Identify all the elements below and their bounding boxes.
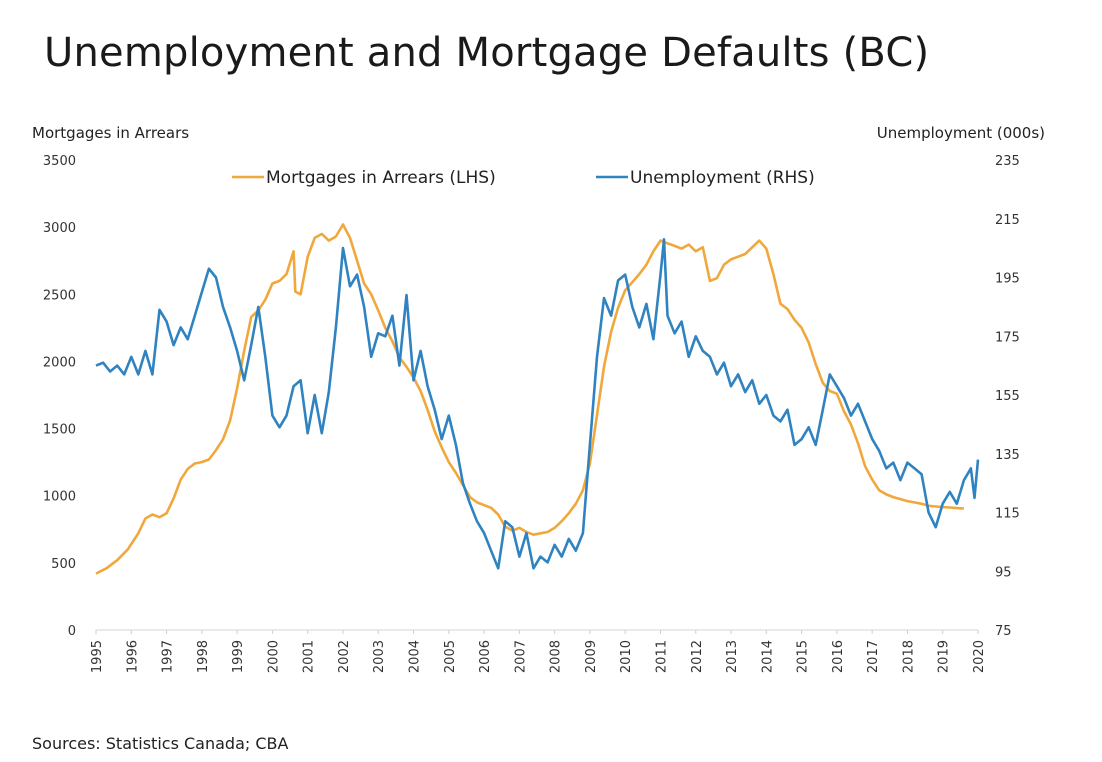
x-tick-label: 2001 — [302, 640, 317, 673]
right-axis-title: Unemployment (000s) — [877, 124, 1045, 142]
right-tick-label: 235 — [995, 154, 1020, 169]
legend-label-mortgages: Mortgages in Arrears (LHS) — [266, 168, 496, 188]
x-tick-label: 2013 — [725, 640, 740, 673]
x-tick-label: 2008 — [549, 640, 564, 673]
left-tick-label: 3500 — [43, 154, 76, 169]
right-axis-ticks: 75 95 115 135 155 175 195 215 235 — [995, 154, 1020, 639]
x-tick-label: 2017 — [866, 640, 881, 673]
left-tick-label: 2500 — [43, 288, 76, 303]
left-tick-label: 2000 — [43, 355, 76, 370]
left-tick-label: 3000 — [43, 221, 76, 236]
x-tick-label: 2007 — [513, 640, 528, 673]
right-tick-label: 115 — [995, 507, 1020, 522]
x-tick-label: 2019 — [937, 640, 952, 673]
x-tick-label: 1999 — [231, 640, 246, 673]
series-layer — [95, 223, 980, 575]
x-tick-label: 1995 — [90, 640, 105, 673]
x-tick-label: 1997 — [161, 640, 176, 673]
x-tick-label: 2004 — [408, 640, 423, 673]
x-tick-label: 1998 — [196, 640, 211, 673]
right-tick-label: 155 — [995, 389, 1020, 404]
series-line-mortgages-in-arrears — [95, 223, 964, 575]
x-tick-label: 2005 — [443, 640, 458, 673]
x-tick-label: 2016 — [831, 640, 846, 673]
x-tick-label: 2009 — [584, 640, 599, 673]
right-tick-label: 75 — [995, 624, 1012, 639]
left-axis-ticks: 0 500 1000 1500 2000 2500 3000 3500 — [43, 154, 76, 639]
right-tick-label: 135 — [995, 448, 1020, 463]
right-tick-label: 215 — [995, 213, 1020, 228]
right-tick-label: 195 — [995, 272, 1020, 287]
x-tick-label: 2003 — [372, 640, 387, 673]
right-tick-label: 95 — [995, 565, 1012, 580]
series-line-unemployment — [95, 238, 980, 570]
left-tick-label: 1000 — [43, 490, 76, 505]
x-tick-label: 2000 — [266, 640, 281, 673]
left-tick-label: 500 — [51, 557, 76, 572]
x-tick-label: 2002 — [337, 640, 352, 673]
x-axis-ticks: 1995 1996 1997 1998 1999 2000 2001 2002 2003 2004… — [90, 630, 987, 673]
x-tick-label: 2018 — [901, 640, 916, 673]
left-axis-title: Mortgages in Arrears — [32, 124, 189, 142]
legend-label-unemployment: Unemployment (RHS) — [630, 168, 815, 188]
right-tick-label: 175 — [995, 330, 1020, 345]
left-tick-label: 1500 — [43, 423, 76, 438]
x-tick-label: 2010 — [619, 640, 634, 673]
left-tick-label: 0 — [68, 624, 76, 639]
x-tick-label: 2015 — [796, 640, 811, 673]
x-tick-label: 2011 — [654, 640, 669, 673]
x-tick-label: 1996 — [125, 640, 140, 673]
x-tick-label: 2014 — [760, 640, 775, 673]
source-note: Sources: Statistics Canada; CBA — [32, 734, 289, 753]
x-tick-label: 2020 — [972, 640, 987, 673]
legend: Mortgages in Arrears (LHS) Unemployment … — [232, 168, 815, 188]
x-tick-label: 2012 — [690, 640, 705, 673]
x-tick-label: 2006 — [478, 640, 493, 673]
chart-title: Unemployment and Mortgage Defaults (BC) — [44, 30, 930, 76]
